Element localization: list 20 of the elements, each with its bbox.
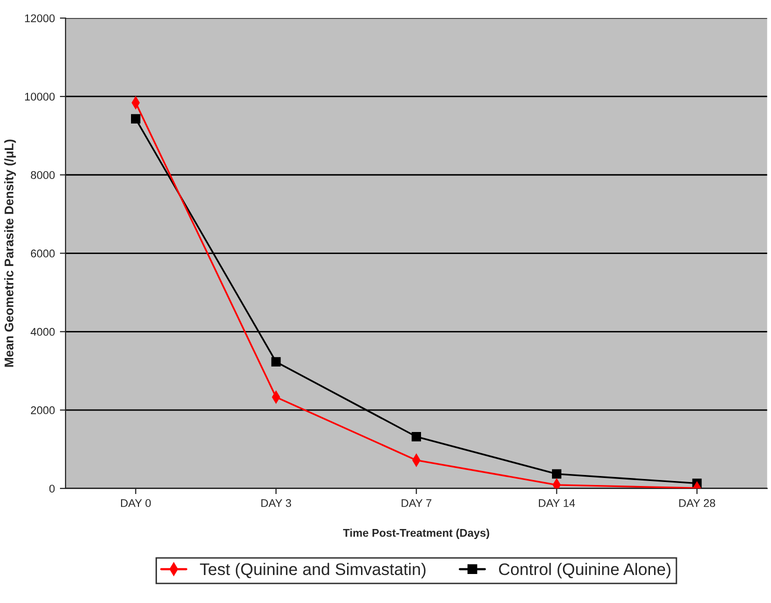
point (271, 357, 281, 367)
y-tick-label: 0 (49, 484, 55, 493)
y-tick-label: 6000 (30, 250, 55, 258)
y-axis-title: Mean Geometric Parasite Density (/μL) (4, 140, 16, 367)
x-tick-label: DAY 14 (538, 499, 575, 507)
point (552, 469, 562, 479)
y-tick-label: 4000 (30, 328, 55, 336)
y-tick-label: 12000 (25, 14, 55, 22)
x-tick-label: DAY 3 (261, 499, 292, 508)
legend-label: Test (Quinine and Simvastatin) (200, 562, 426, 578)
x-tick-label: DAY 28 (679, 499, 716, 508)
x-tick-label: DAY 0 (121, 499, 151, 508)
x-axis-title: Time Post-Treatment (Days) (343, 528, 490, 540)
legend-label: Control (Quinine Alone) (499, 562, 670, 578)
point (131, 114, 140, 124)
y-tick-label: 8000 (30, 171, 55, 180)
x-tick-label: DAY 7 (402, 499, 432, 507)
y-tick-label: 10000 (25, 92, 55, 101)
point (412, 432, 422, 442)
y-tick-label: 2000 (30, 406, 55, 414)
